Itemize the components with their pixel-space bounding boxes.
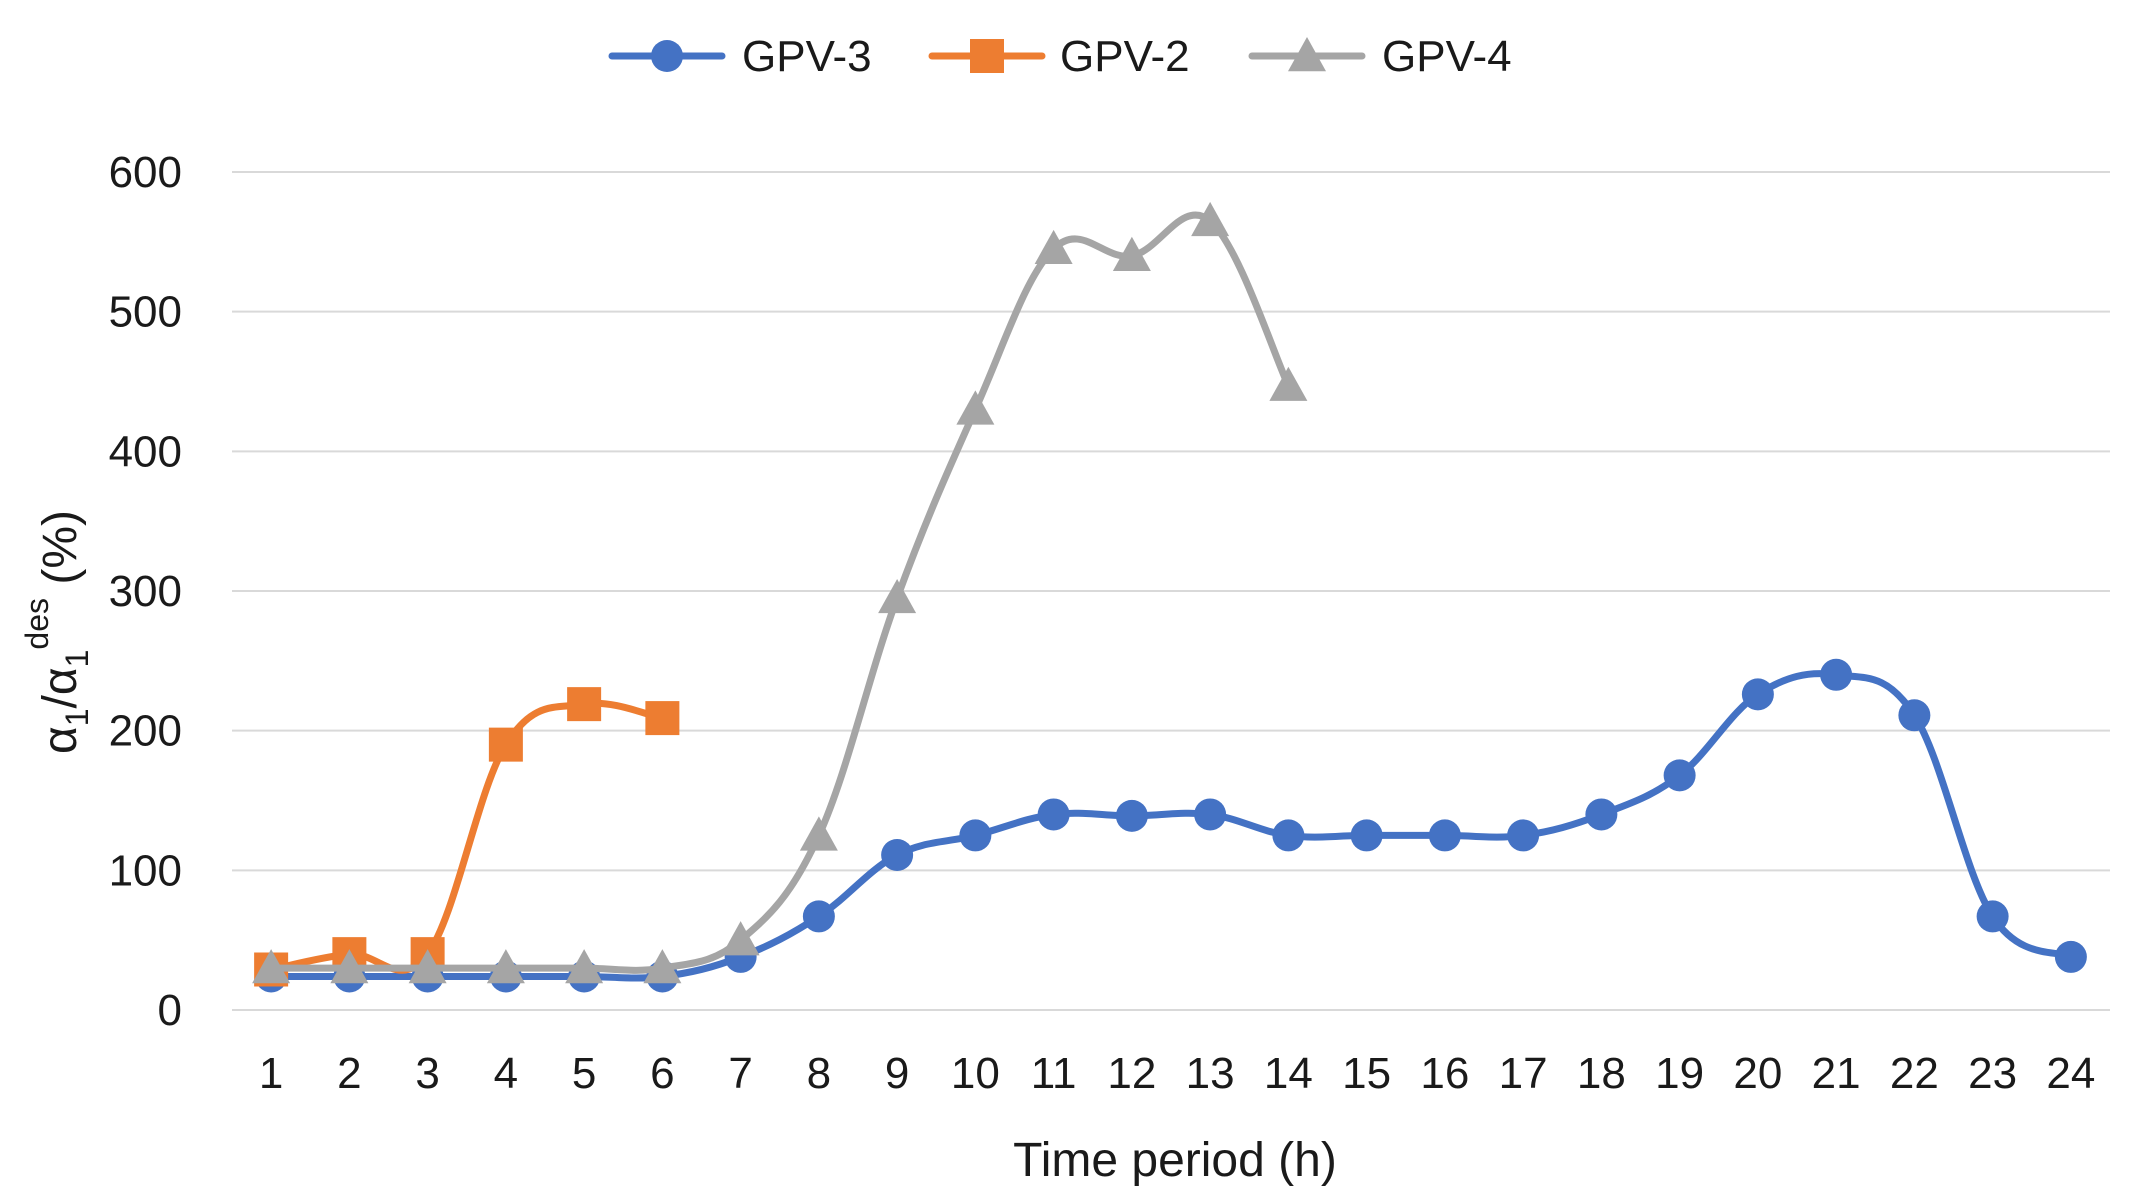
data-point	[1112, 236, 1151, 271]
y-axis-title-sup2: des	[19, 598, 55, 650]
legend-label: GPV-4	[1382, 32, 1512, 81]
y-axis-title: α1/α1des (%)	[19, 510, 95, 754]
x-tick-label: 23	[1968, 1049, 2017, 1098]
x-tick-label: 18	[1577, 1049, 1626, 1098]
data-point	[1741, 678, 1774, 711]
data-point	[1507, 819, 1540, 852]
gridlines	[232, 171, 2110, 1011]
x-tick-label: 6	[650, 1049, 674, 1098]
y-axis-title-sub: 1	[59, 708, 95, 726]
data-point	[1976, 900, 2009, 933]
data-point	[799, 816, 838, 851]
series-line	[267, 699, 666, 974]
x-tick-label: 3	[415, 1049, 439, 1098]
data-point	[1428, 819, 1461, 852]
data-point	[408, 949, 447, 984]
x-tick-label: 10	[951, 1049, 1000, 1098]
y-tick-label: 0	[158, 986, 182, 1035]
data-point	[252, 949, 291, 984]
legend-item: GPV-2	[928, 32, 1190, 81]
x-tick-label: 17	[1499, 1049, 1548, 1098]
x-tick-label: 12	[1107, 1049, 1156, 1098]
y-tick-label: 400	[109, 427, 182, 476]
legend-marker	[651, 40, 683, 72]
legend-item: GPV-4	[1248, 32, 1512, 81]
x-tick-label: 1	[259, 1049, 283, 1098]
x-tick-label: 19	[1655, 1049, 1704, 1098]
data-point	[1585, 798, 1618, 831]
y-tick-label: 600	[109, 148, 182, 197]
x-tick-label: 4	[494, 1049, 518, 1098]
series-line	[267, 211, 1292, 974]
data-point	[1272, 819, 1305, 852]
data-point	[330, 949, 369, 984]
data-point	[802, 900, 835, 933]
x-tick-label: 13	[1186, 1049, 1235, 1098]
x-axis-ticks: 1 2 3 4 5 6 7 8 9 10 11 12 13 14 15 16 17 18 19 20 21 22 23 24	[259, 1049, 2095, 1098]
y-axis-title-slash: /	[34, 694, 87, 708]
legend: GPV-3 GPV-2 GPV-4	[608, 32, 1512, 81]
legend-label: GPV-3	[742, 32, 872, 81]
data-point	[1898, 699, 1931, 732]
x-tick-label: 15	[1342, 1049, 1391, 1098]
data-point	[1037, 798, 1070, 831]
y-tick-label: 200	[109, 707, 182, 756]
data-point	[721, 921, 760, 956]
data-point	[1269, 366, 1308, 401]
data-point	[878, 578, 917, 614]
y-tick-label: 300	[109, 567, 182, 616]
x-tick-label: 8	[807, 1049, 831, 1098]
x-tick-label: 5	[572, 1049, 596, 1098]
data-point	[1820, 658, 1853, 691]
x-tick-label: 22	[1890, 1049, 1939, 1098]
data-point	[1350, 819, 1383, 852]
legend-item: GPV-3	[608, 32, 872, 81]
y-axis-title-suffix: (%)	[34, 510, 87, 598]
x-tick-label: 14	[1264, 1049, 1313, 1098]
y-tick-label: 100	[109, 846, 182, 895]
legend-marker	[970, 39, 1004, 73]
series-layer	[252, 201, 2087, 993]
data-point	[1034, 229, 1073, 265]
x-tick-label: 9	[885, 1049, 909, 1098]
data-point	[881, 838, 914, 871]
x-tick-label: 2	[337, 1049, 361, 1098]
x-tick-label: 11	[1031, 1049, 1077, 1098]
series-gpv-3	[255, 658, 2087, 993]
data-point	[645, 701, 680, 736]
legend-label: GPV-2	[1060, 32, 1190, 81]
y-axis-title-sub2: 1	[59, 650, 95, 668]
x-tick-label: 16	[1420, 1049, 1469, 1098]
data-point	[1194, 798, 1227, 831]
data-point	[2054, 940, 2087, 973]
x-axis-title: Time period (h)	[1013, 1134, 1337, 1187]
data-point	[486, 949, 525, 984]
data-point	[643, 949, 682, 984]
x-tick-label: 20	[1733, 1049, 1782, 1098]
data-point	[567, 687, 602, 722]
series-gpv-4	[252, 201, 1308, 984]
data-point	[1663, 759, 1696, 792]
y-axis-ticks: 0 100 200 300 400 500 600	[109, 148, 182, 1035]
series-line	[267, 670, 2075, 982]
data-point	[956, 390, 995, 425]
x-tick-label: 24	[2046, 1049, 2095, 1098]
x-tick-label: 7	[728, 1049, 752, 1098]
data-point	[959, 819, 992, 852]
data-point	[488, 727, 523, 762]
x-tick-label: 21	[1812, 1049, 1861, 1098]
y-axis-title-base: α	[34, 726, 87, 754]
y-tick-label: 500	[109, 288, 182, 337]
series-gpv-2	[254, 687, 680, 987]
data-point	[565, 949, 604, 984]
y-axis-title-base2: α	[34, 667, 87, 695]
data-point	[1115, 799, 1148, 832]
data-point	[1191, 201, 1230, 237]
legend-marker	[1288, 37, 1326, 72]
